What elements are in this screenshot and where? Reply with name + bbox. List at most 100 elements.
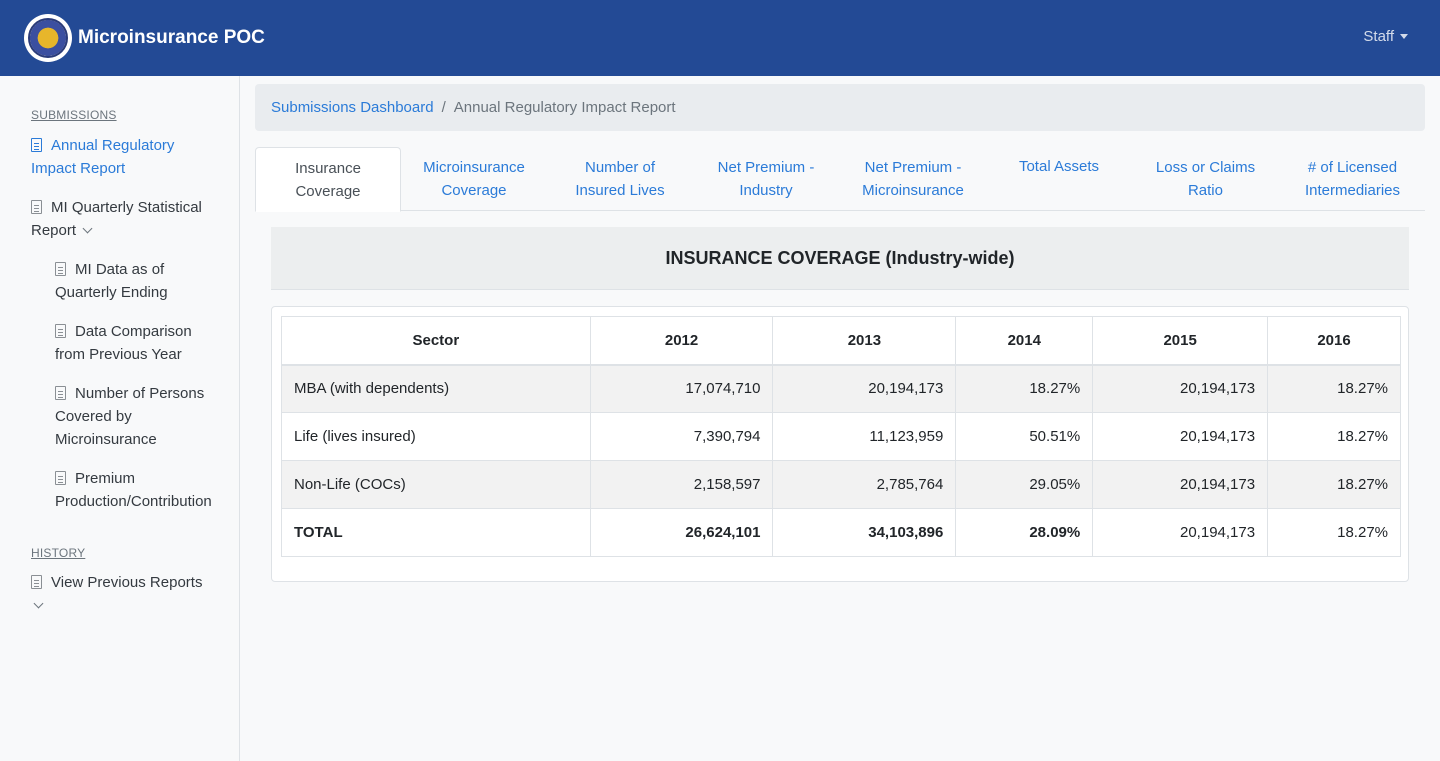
breadcrumb-link-submissions-dashboard[interactable]: Submissions Dashboard [271, 99, 434, 116]
sidebar-item-label: MI Quarterly Statistical [51, 199, 202, 216]
tab-label: Coverage [441, 182, 507, 199]
sidebar-item-label: from Previous Year [55, 346, 182, 363]
sidebar-item-annual-regulatory-impact-report[interactable]: Annual Regulatory Impact Report [31, 134, 221, 180]
user-menu-label: Staff [1363, 28, 1394, 45]
tab-insurance-coverage[interactable]: Insurance Coverage [255, 147, 401, 212]
tab-label: Microinsurance [862, 182, 964, 199]
sidebar-item-label: View Previous Reports [51, 574, 203, 591]
sidebar-item-label: Number of Persons [75, 385, 205, 402]
table-cell: 20,194,173 [1092, 460, 1269, 509]
table-cell: 18.27% [955, 364, 1094, 413]
table-cell-sector: MBA (with dependents) [281, 364, 591, 413]
table-cell: 20,194,173 [772, 364, 957, 413]
table-cell: 7,390,794 [589, 412, 774, 461]
tab-label: Intermediaries [1304, 182, 1401, 199]
table-cell: 20,194,173 [1092, 412, 1269, 461]
table-cell: 26,624,101 [589, 508, 774, 557]
table-cell: 11,123,959 [772, 412, 957, 461]
breadcrumb-separator: / [441, 99, 446, 116]
tab-label: Insurance [295, 159, 361, 177]
sidebar-item-label: Quarterly Ending [55, 284, 168, 301]
sidebar-item-label: MI Data as of [75, 261, 165, 278]
sidebar-item-mi-data-quarterly[interactable]: MI Data as of Quarterly Ending [55, 258, 225, 304]
column-header: 2013 [772, 316, 957, 366]
tab-label: Loss or Claims [1155, 159, 1256, 176]
logo-seal-icon[interactable] [24, 14, 72, 62]
sidebar-item-data-comparison[interactable]: Data Comparison from Previous Year [55, 320, 225, 366]
table-cell: 29.05% [955, 460, 1094, 509]
table-cell: 18.27% [1267, 508, 1401, 557]
document-icon [55, 386, 66, 400]
sidebar-item-label: Annual Regulatory [51, 137, 175, 154]
tab-total-assets[interactable]: Total Assets [987, 147, 1131, 211]
column-header: 2016 [1267, 316, 1401, 366]
tab-label: Net Premium - [717, 159, 815, 176]
tab-net-premium-microinsurance[interactable]: Net Premium - Microinsurance [839, 147, 987, 211]
sidebar-item-label: Microinsurance [55, 431, 157, 448]
sidebar-section-history: HISTORY [31, 546, 86, 560]
document-icon [55, 324, 66, 338]
table-cell: 18.27% [1267, 412, 1401, 461]
report-title: INSURANCE COVERAGE (Industry-wide) [271, 227, 1409, 290]
table-cell: 2,785,764 [772, 460, 957, 509]
tab-label: Microinsurance [423, 159, 525, 176]
table-cell: 50.51% [955, 412, 1094, 461]
tab-number-of-insured-lives[interactable]: Number of Insured Lives [547, 147, 693, 211]
coverage-table: Sector 2012 2013 2014 2015 2016 MBA (wit… [281, 316, 1401, 557]
tab-licensed-intermediaries[interactable]: # of Licensed Intermediaries [1280, 147, 1425, 211]
sidebar-item-label: Production/Contribution [55, 493, 212, 510]
tab-microinsurance-coverage[interactable]: Microinsurance Coverage [401, 147, 547, 211]
sidebar-section-submissions: SUBMISSIONS [31, 108, 117, 122]
document-icon [31, 575, 42, 589]
document-icon [55, 471, 66, 485]
table-cell-sector: TOTAL [281, 508, 591, 557]
table-cell: 18.27% [1267, 364, 1401, 413]
table-cell: 18.27% [1267, 460, 1401, 509]
caret-down-icon [1400, 34, 1408, 39]
tab-label: Industry [739, 182, 793, 199]
table-row: MBA (with dependents) 17,074,710 20,194,… [281, 364, 1401, 413]
document-icon [55, 262, 66, 276]
report-table-card: Sector 2012 2013 2014 2015 2016 MBA (wit… [271, 306, 1409, 582]
document-icon [31, 200, 42, 214]
chevron-down-icon[interactable] [33, 598, 44, 609]
tab-label: Ratio [1187, 182, 1223, 199]
app-title[interactable]: Microinsurance POC [78, 27, 265, 48]
table-cell: 20,194,173 [1092, 364, 1269, 413]
sidebar-item-label: Covered by [55, 408, 132, 425]
sidebar-item-mi-quarterly-statistical-report[interactable]: MI Quarterly Statistical Report [31, 196, 221, 242]
tab-loss-or-claims-ratio[interactable]: Loss or Claims Ratio [1131, 147, 1280, 211]
top-navbar: Microinsurance POC Staff [0, 0, 1440, 76]
table-row: Life (lives insured) 7,390,794 11,123,95… [281, 412, 1401, 461]
tab-net-premium-industry[interactable]: Net Premium - Industry [693, 147, 839, 211]
tab-label: Net Premium - [864, 159, 962, 176]
table-cell: 17,074,710 [589, 364, 774, 413]
sidebar: SUBMISSIONS Annual Regulatory Impact Rep… [0, 76, 240, 761]
sidebar-item-persons-covered[interactable]: Number of Persons Covered by Microinsura… [55, 382, 225, 451]
sidebar-item-label: Report [31, 222, 77, 239]
tab-label: Total Assets [1018, 158, 1100, 175]
table-row-total: TOTAL 26,624,101 34,103,896 28.09% 20,19… [281, 508, 1401, 557]
column-header: 2012 [589, 316, 774, 366]
breadcrumb: Submissions Dashboard / Annual Regulator… [255, 84, 1425, 131]
table-row: Non-Life (COCs) 2,158,597 2,785,764 29.0… [281, 460, 1401, 509]
table-header-row: Sector 2012 2013 2014 2015 2016 [281, 316, 1401, 366]
sidebar-item-view-previous-reports[interactable]: View Previous Reports [31, 571, 221, 617]
tab-label: # of Licensed [1307, 159, 1398, 176]
sidebar-item-label: Premium [75, 470, 136, 487]
table-cell: 2,158,597 [589, 460, 774, 509]
column-header: 2014 [955, 316, 1094, 366]
breadcrumb-current: Annual Regulatory Impact Report [453, 99, 676, 116]
tab-label: Coverage [295, 182, 361, 200]
table-cell-sector: Non-Life (COCs) [281, 460, 591, 509]
user-menu-dropdown[interactable]: Staff [1363, 28, 1408, 45]
chevron-down-icon[interactable] [82, 223, 93, 234]
tab-label: Number of [584, 159, 656, 176]
table-cell-sector: Life (lives insured) [281, 412, 591, 461]
sidebar-item-label: Data Comparison [75, 323, 192, 340]
table-cell: 20,194,173 [1092, 508, 1269, 557]
document-icon [31, 138, 42, 152]
column-header: Sector [281, 316, 591, 366]
sidebar-item-premium-production[interactable]: Premium Production/Contribution [55, 467, 235, 513]
table-cell: 28.09% [955, 508, 1094, 557]
